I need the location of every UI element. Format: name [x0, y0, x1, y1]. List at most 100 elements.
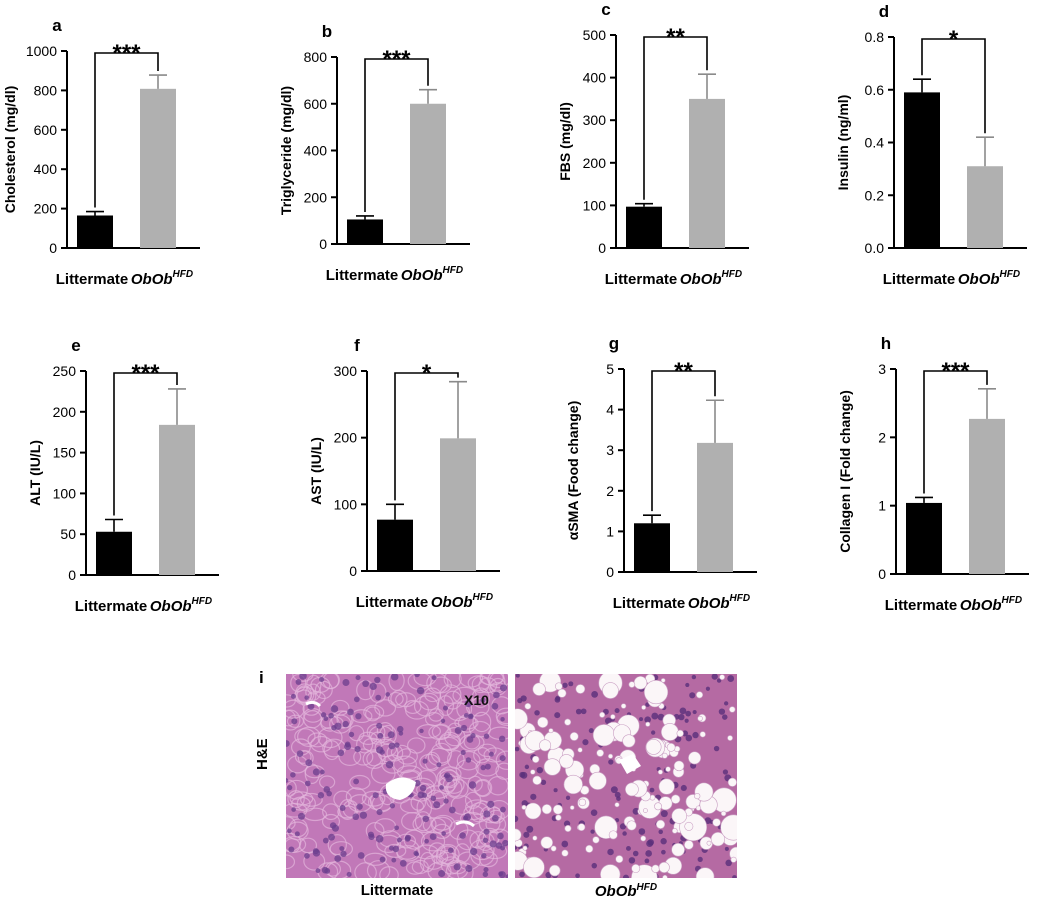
- panel-f: f 0 100 200 300 AST (IU/L) * Littermate ObObHFD: [308, 336, 500, 611]
- lipid-droplet: [712, 818, 721, 827]
- cell-nucleus: [660, 838, 667, 845]
- cell-nucleus: [291, 807, 296, 812]
- bar-obob-hfd: [967, 166, 1003, 248]
- cell-nucleus: [716, 678, 722, 683]
- histology-image-obob-hfd: [515, 674, 737, 878]
- lipid-droplet: [645, 739, 662, 755]
- cell-nucleus: [460, 750, 466, 756]
- lipid-droplet: [523, 856, 545, 878]
- cell-nucleus: [649, 787, 655, 793]
- lipid-droplet: [592, 836, 600, 844]
- cell-nucleus: [482, 871, 489, 878]
- cell-nucleus: [679, 707, 687, 715]
- significance-marker: *: [949, 26, 959, 53]
- lipid-droplet: [665, 766, 671, 772]
- cell-outline: [349, 774, 371, 790]
- cell-nucleus: [376, 809, 383, 816]
- cell-nucleus: [491, 814, 499, 822]
- cell-nucleus: [718, 708, 726, 715]
- cell-outline: [297, 750, 314, 766]
- cell-nucleus: [353, 778, 360, 785]
- cell-nucleus: [680, 784, 687, 792]
- lipid-droplet: [532, 775, 542, 785]
- cell-nucleus: [319, 769, 325, 775]
- bar-obob-hfd: [159, 424, 195, 575]
- cell-nucleus: [375, 835, 384, 843]
- cell-outline: [465, 698, 490, 717]
- panel-c: c 0 100 200 300 400 500 FBS (mg/dl) ** Littermate…: [557, 0, 749, 288]
- category-label: ObObHFD: [431, 592, 493, 611]
- cell-nucleus: [562, 682, 568, 688]
- y-tick-label: 50: [60, 526, 76, 542]
- cell-outline: [414, 811, 432, 832]
- panel-g: g 0 1 2 3 4 5 αSMA (Food change) ** Littermate ObO…: [565, 334, 757, 612]
- cell-outline: [456, 862, 474, 878]
- cell-nucleus: [469, 847, 478, 856]
- lipid-droplet: [666, 742, 676, 752]
- cell-nucleus: [692, 731, 699, 739]
- cell-outline: [438, 731, 461, 752]
- bar-littermate: [347, 219, 383, 244]
- lipid-droplet: [622, 734, 636, 748]
- cell-nucleus: [297, 812, 306, 820]
- histology-caption-littermate: Littermate: [360, 882, 434, 899]
- cell-nucleus: [362, 680, 370, 688]
- category-label: Littermate: [883, 271, 956, 288]
- cell-outline: [467, 775, 483, 792]
- category-superscript: HFD: [443, 265, 464, 276]
- cell-nucleus: [304, 695, 309, 700]
- cell-nucleus: [454, 727, 462, 734]
- lipid-droplet: [662, 874, 668, 878]
- cell-nucleus: [291, 718, 298, 725]
- category-superscript: HFD: [1000, 269, 1021, 280]
- cell-nucleus: [588, 728, 594, 734]
- cell-outline: [294, 728, 316, 745]
- significance-marker: *: [422, 360, 432, 387]
- y-axis-label: ALT (IU/L): [27, 440, 43, 506]
- bar-obob-hfd: [410, 103, 446, 244]
- cell-nucleus: [614, 708, 620, 714]
- category-label: Littermate: [75, 598, 148, 615]
- cell-nucleus: [392, 845, 400, 853]
- cell-nucleus: [414, 674, 420, 678]
- cell-nucleus: [294, 831, 300, 837]
- cell-nucleus: [385, 760, 394, 769]
- cell-outline: [290, 674, 307, 693]
- y-tick-label: 0.2: [865, 187, 885, 203]
- cell-nucleus: [632, 807, 640, 815]
- lipid-droplet: [695, 867, 715, 878]
- cell-nucleus: [495, 842, 503, 849]
- y-tick-label: 200: [34, 201, 58, 217]
- cell-nucleus: [388, 742, 396, 750]
- cell-outline: [442, 775, 465, 794]
- cell-nucleus: [465, 757, 472, 763]
- lipid-droplet: [552, 804, 563, 815]
- y-tick-label: 300: [583, 112, 607, 128]
- cell-outline: [376, 834, 402, 854]
- cell-nucleus: [398, 731, 404, 736]
- cell-outline: [396, 833, 417, 849]
- cell-nucleus: [288, 846, 295, 853]
- cell-nucleus: [305, 759, 313, 767]
- cell-nucleus: [591, 690, 599, 698]
- cell-nucleus: [515, 815, 519, 823]
- cell-nucleus: [354, 745, 361, 753]
- cell-nucleus: [575, 873, 580, 878]
- cell-nucleus: [685, 734, 693, 742]
- lipid-droplet: [559, 754, 574, 769]
- cell-nucleus: [580, 708, 587, 715]
- y-tick-label: 400: [583, 70, 607, 86]
- cell-nucleus: [287, 785, 293, 791]
- cell-nucleus: [591, 862, 598, 869]
- caption-superscript: HFD: [636, 882, 658, 893]
- cell-nucleus: [342, 678, 350, 686]
- cell-outline: [376, 722, 394, 739]
- cell-nucleus: [498, 871, 506, 878]
- significance-marker: **: [674, 358, 693, 385]
- cell-nucleus: [651, 712, 659, 720]
- lipid-droplet: [596, 749, 604, 757]
- category-label: ObObHFD: [960, 595, 1022, 614]
- y-tick-label: 1000: [26, 43, 57, 59]
- lipid-droplet: [671, 808, 687, 824]
- y-tick-label: 200: [304, 189, 328, 205]
